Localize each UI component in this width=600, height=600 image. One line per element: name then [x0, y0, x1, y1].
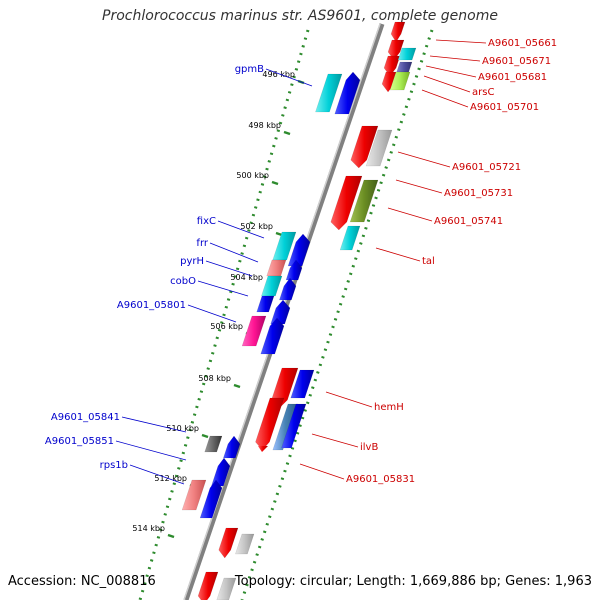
label-leader-line	[421, 89, 469, 108]
gene-label-red[interactable]: tal	[422, 256, 435, 267]
label-leaders	[115, 39, 487, 485]
gene-label-red[interactable]: A9601_05661	[488, 38, 557, 49]
scale-tick-mark	[275, 231, 283, 237]
gene-blue-forward[interactable]	[199, 479, 223, 519]
label-leader-line	[205, 260, 253, 277]
scale-tick-label: 508 kbp	[198, 374, 231, 383]
gene-label-red[interactable]: A9601_05701	[470, 102, 539, 113]
gene-label-red[interactable]: A9601_05831	[346, 474, 415, 485]
map-title: Prochlorococcus marinus str. AS9601, com…	[102, 8, 498, 24]
label-leader-line	[265, 68, 313, 87]
label-leader-line	[325, 391, 373, 408]
scale-tick-label: 502 kbp	[240, 222, 273, 231]
gene-A9601_05841[interactable]	[204, 435, 223, 453]
gene-red[interactable]	[390, 21, 406, 43]
gene-rps1b[interactable]	[181, 479, 207, 511]
scale-tick-label: 498 kbp	[248, 121, 281, 130]
gene-label-blue[interactable]: A9601_05801	[117, 300, 186, 311]
label-leader-line	[429, 55, 481, 62]
label-leader-line	[387, 207, 433, 222]
gene-cyan[interactable]	[397, 47, 417, 61]
gene-tal[interactable]	[339, 225, 361, 251]
gene-blue-forward[interactable]	[260, 317, 285, 355]
gene-label-blue[interactable]: frr	[196, 238, 208, 249]
label-leader-line	[397, 151, 451, 168]
gene-lime[interactable]	[389, 71, 411, 91]
label-leader-line	[425, 65, 477, 78]
scale-tick-label: 500 kbp	[236, 171, 269, 180]
gene-olive[interactable]	[349, 179, 379, 223]
label-leader-line	[129, 464, 185, 485]
gene-A9601_05801[interactable]	[241, 315, 267, 347]
label-leader-line	[375, 247, 421, 262]
label-leader-line	[395, 179, 443, 194]
gene-red[interactable]	[218, 527, 239, 559]
gene-label-blue[interactable]: fixC	[197, 216, 216, 227]
gene-label-blue[interactable]: pyrH	[180, 256, 204, 267]
gene-features	[181, 21, 417, 600]
gene-gray[interactable]	[365, 129, 393, 167]
scale-tick-label: 496 kbp	[262, 70, 295, 79]
gene-label-red[interactable]: arsC	[472, 87, 494, 98]
genome-summary-text: Topology: circular; Length: 1,669,886 bp…	[234, 574, 592, 589]
right-dotted-track	[240, 29, 434, 600]
gene-red[interactable]	[197, 571, 219, 600]
gene-blue-forward[interactable]	[223, 435, 241, 459]
gene-pyrH[interactable]	[285, 259, 303, 281]
gene-blue-forward[interactable]	[290, 369, 315, 399]
scale-tick-label: 506 kbp	[210, 322, 243, 331]
gene-label-red[interactable]: A9601_05671	[482, 56, 551, 67]
gene-label-red[interactable]: A9601_05741	[434, 216, 503, 227]
scale-tick-mark	[283, 130, 291, 136]
gene-gray[interactable]	[216, 577, 237, 600]
label-leader-line	[209, 242, 259, 263]
scale-tick-label: 510 kbp	[166, 424, 199, 433]
gene-gpmB[interactable]	[315, 73, 343, 113]
accession-text: Accession: NC_008816	[8, 574, 156, 589]
gene-label-red[interactable]: A9601_05681	[478, 72, 547, 83]
scale-tick-mark	[271, 180, 279, 186]
gene-label-blue[interactable]: cobO	[170, 276, 196, 287]
gene-blue-forward[interactable]	[281, 403, 307, 449]
gene-red-small[interactable]	[258, 446, 268, 452]
scale-tick-label: 512 kbp	[154, 474, 187, 483]
scale-tick-mark	[201, 433, 209, 439]
label-leader-line	[115, 440, 187, 461]
scale-tick-mark	[167, 533, 175, 539]
gene-blue-forward[interactable]	[279, 277, 297, 301]
gene-ilvB[interactable]	[272, 403, 299, 451]
label-leader-line	[423, 75, 471, 93]
gene-blue-forward[interactable]	[334, 71, 361, 115]
label-leader-line	[187, 304, 237, 323]
gene-label-red[interactable]: A9601_05731	[444, 188, 513, 199]
gene-label-blue[interactable]: rps1b	[100, 460, 128, 471]
left-dotted-track	[138, 29, 310, 600]
gene-label-blue[interactable]: A9601_05841	[51, 412, 120, 423]
gene-slate[interactable]	[396, 61, 413, 73]
gene-label-blue[interactable]: gpmB	[235, 64, 264, 75]
label-leader-line	[299, 463, 345, 480]
gene-red[interactable]	[330, 175, 363, 231]
label-leader-line	[217, 220, 265, 239]
gene-blue-forward[interactable]	[256, 295, 275, 313]
scale-tick-mark	[233, 383, 241, 389]
right-gene-labels: A9601_05661 A9601_05671 A9601_05681 arsC A96…	[346, 38, 557, 485]
gene-label-red[interactable]: A9601_05721	[452, 162, 521, 173]
label-leader-line	[311, 433, 359, 448]
gene-label-red[interactable]: ilvB	[360, 442, 378, 453]
scale-tick-label: 504 kbp	[230, 273, 263, 282]
label-leader-line	[197, 280, 249, 297]
gene-fixC[interactable]	[272, 231, 297, 261]
gene-red[interactable]	[350, 125, 379, 169]
gene-gray[interactable]	[235, 533, 255, 555]
label-leader-line	[435, 39, 487, 44]
gene-cobO[interactable]	[261, 275, 283, 297]
gene-label-red[interactable]: hemH	[374, 402, 404, 413]
left-gene-labels: gpmB fixC frr pyrH cobO A9601_05801 A9601_0584…	[45, 64, 264, 471]
label-leader-line	[121, 416, 187, 433]
scale-tick-label: 514 kbp	[132, 524, 165, 533]
gene-frr[interactable]	[266, 259, 287, 277]
gene-label-blue[interactable]: A9601_05851	[45, 436, 114, 447]
